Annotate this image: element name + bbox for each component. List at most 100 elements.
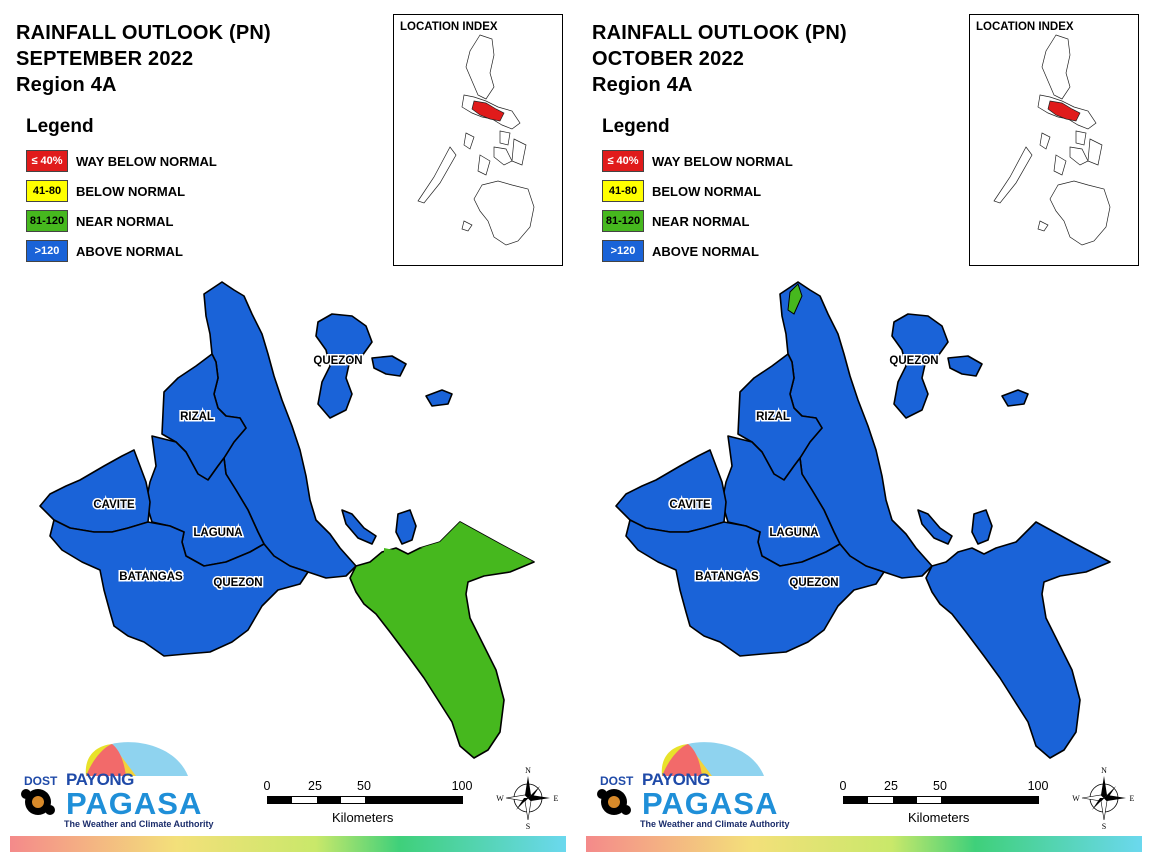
- compass-e: E: [554, 794, 559, 803]
- compass-e: E: [1130, 794, 1135, 803]
- footer-color-strip: [586, 836, 1142, 852]
- legend-swatch: ≤ 40%: [26, 150, 68, 172]
- island-small-1: [371, 355, 407, 377]
- title-line-month: OCTOBER 2022: [592, 48, 745, 70]
- legend-item-near-normal: 81-120 NEAR NORMAL: [602, 206, 793, 236]
- title-line-region: Region 4A: [592, 74, 693, 96]
- compass-w: W: [496, 794, 504, 803]
- title-line-month: SEPTEMBER 2022: [16, 48, 194, 70]
- legend-item-below-normal: 41-80 BELOW NORMAL: [26, 176, 217, 206]
- footer-color-strip: [10, 836, 566, 852]
- compass-s: S: [526, 822, 530, 830]
- region-4a-map: QUEZON RIZAL CAVITE LAGUNA BATANGAS QUEZ…: [39, 281, 535, 759]
- scale-tick-0: 0: [263, 779, 271, 793]
- logo-payong-text: PAYONG: [642, 770, 710, 789]
- logo-tagline: The Weather and Climate Authority: [640, 819, 790, 829]
- legend-swatch: 41-80: [602, 180, 644, 202]
- province-label-quezon-north: QUEZON: [313, 355, 362, 367]
- logo-dost-text: DOST: [600, 774, 634, 788]
- map-title: RAINFALL OUTLOOK (PN) OCTOBER 2022 Regio…: [592, 20, 847, 98]
- umbrella-icon: [21, 742, 188, 815]
- legend: Legend ≤ 40% WAY BELOW NORMAL 41-80 BELO…: [602, 116, 793, 266]
- umbrella-icon: [597, 742, 764, 815]
- province-label-batangas: BATANGAS: [695, 571, 759, 583]
- location-index-title: LOCATION INDEX: [976, 21, 1074, 33]
- compass-rose: N S W E: [1072, 764, 1136, 831]
- island-small-2: [425, 389, 453, 407]
- legend-title: Legend: [26, 116, 94, 137]
- province-label-batangas: BATANGAS: [119, 571, 183, 583]
- province-label-cavite: CAVITE: [669, 499, 711, 511]
- pagasa-logo: DOST PAYONG PAGASA The Weather and Clima…: [592, 740, 790, 832]
- region-4a-map: QUEZON RIZAL CAVITE LAGUNA BATANGAS QUEZ…: [615, 281, 1111, 759]
- scale-tick-0: 0: [839, 779, 847, 793]
- location-index-map: LOCATION INDEX: [393, 14, 563, 266]
- legend-label: NEAR NORMAL: [652, 213, 750, 229]
- title-line-1: RAINFALL OUTLOOK (PN): [16, 22, 271, 44]
- location-index-title: LOCATION INDEX: [400, 21, 498, 33]
- scale-bar: 0 25 50 100 Kilometers: [838, 776, 1058, 828]
- legend-swatch: 81-120: [602, 210, 644, 232]
- legend-swatch: >120: [602, 240, 644, 262]
- pagasa-logo: DOST PAYONG PAGASA The Weather and Clima…: [16, 740, 214, 832]
- scale-tick-25: 25: [884, 779, 898, 793]
- legend-swatch: ≤ 40%: [602, 150, 644, 172]
- province-label-quezon-south: QUEZON: [213, 577, 262, 589]
- scale-bar-segments: [267, 796, 463, 804]
- location-index-map: LOCATION INDEX: [969, 14, 1139, 266]
- legend-title: Legend: [602, 116, 670, 137]
- region-4a-highlight: [471, 100, 505, 122]
- scale-tick-50: 50: [357, 779, 371, 793]
- legend: Legend ≤ 40% WAY BELOW NORMAL 41-80 BELO…: [26, 116, 217, 266]
- compass-icon: N S W E: [496, 766, 559, 831]
- title-line-region: Region 4A: [16, 74, 117, 96]
- province-label-quezon-south: QUEZON: [789, 577, 838, 589]
- scale-tick-100: 100: [451, 779, 473, 793]
- legend-item-way-below-normal: ≤ 40% WAY BELOW NORMAL: [26, 146, 217, 176]
- scale-unit: Kilometers: [332, 810, 394, 825]
- island-alabat: [971, 509, 993, 545]
- province-label-cavite: CAVITE: [93, 499, 135, 511]
- scale-tick-50: 50: [933, 779, 947, 793]
- island-bondoc-north: [917, 509, 953, 545]
- region-4a-highlight: [1047, 100, 1081, 122]
- legend-label: ABOVE NORMAL: [652, 243, 759, 259]
- legend-label: ABOVE NORMAL: [76, 243, 183, 259]
- province-quezon-south: [925, 521, 1111, 759]
- legend-item-way-below-normal: ≤ 40% WAY BELOW NORMAL: [602, 146, 793, 176]
- island-bondoc-north: [341, 509, 377, 545]
- scale-bar: 0 25 50 100 Kilometers: [262, 776, 482, 828]
- logo-pagasa-text: PAGASA: [642, 786, 779, 821]
- legend-label: BELOW NORMAL: [652, 183, 762, 199]
- legend-item-below-normal: 41-80 BELOW NORMAL: [602, 176, 793, 206]
- province-cavite: [39, 449, 151, 533]
- province-label-rizal: RIZAL: [180, 411, 214, 423]
- island-small-2: [1001, 389, 1029, 407]
- logo-pagasa-text: PAGASA: [66, 786, 203, 821]
- legend-label: NEAR NORMAL: [76, 213, 174, 229]
- legend-swatch: 41-80: [26, 180, 68, 202]
- logo-tagline: The Weather and Climate Authority: [64, 819, 214, 829]
- legend-item-above-normal: >120 ABOVE NORMAL: [26, 236, 217, 266]
- near-normal-patch-east: [420, 522, 534, 562]
- island-polillo: [891, 313, 949, 419]
- island-alabat: [395, 509, 417, 545]
- near-normal-patch-small: [384, 548, 394, 556]
- legend-item-above-normal: >120 ABOVE NORMAL: [602, 236, 793, 266]
- compass-n: N: [1101, 766, 1107, 775]
- title-line-1: RAINFALL OUTLOOK (PN): [592, 22, 847, 44]
- scale-tick-100: 100: [1027, 779, 1049, 793]
- map-title: RAINFALL OUTLOOK (PN) SEPTEMBER 2022 Reg…: [16, 20, 271, 98]
- province-cavite: [615, 449, 727, 533]
- island-polillo: [315, 313, 373, 419]
- outlook-panel-october: RAINFALL OUTLOOK (PN) OCTOBER 2022 Regio…: [576, 0, 1152, 864]
- philippines-outline: [993, 34, 1111, 246]
- scale-bar-segments: [843, 796, 1039, 804]
- compass-n: N: [525, 766, 531, 775]
- legend-item-near-normal: 81-120 NEAR NORMAL: [26, 206, 217, 236]
- logo-payong-text: PAYONG: [66, 770, 134, 789]
- logo-dost-text: DOST: [24, 774, 58, 788]
- outlook-panel-september: RAINFALL OUTLOOK (PN) SEPTEMBER 2022 Reg…: [10, 14, 566, 852]
- province-batangas: [49, 519, 309, 657]
- near-normal-patch-north-tip: [787, 283, 803, 315]
